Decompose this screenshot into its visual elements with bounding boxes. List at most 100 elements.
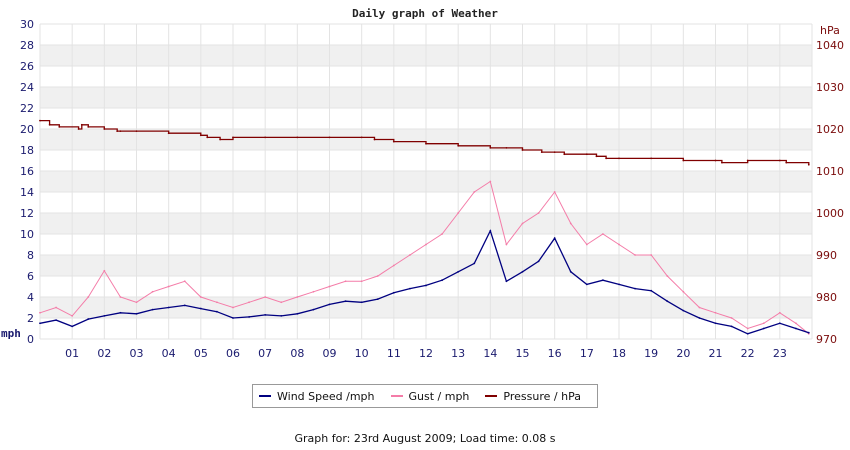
footer-text: Graph for: 23rd August 2009; Load time: … xyxy=(294,432,556,445)
data-point xyxy=(344,280,347,283)
data-point xyxy=(585,243,588,246)
data-point xyxy=(360,136,363,139)
legend-item-wind: Wind Speed /mph xyxy=(259,390,375,403)
x-tick-label: 06 xyxy=(226,347,240,360)
data-point xyxy=(618,243,620,246)
data-point xyxy=(698,317,701,319)
data-point xyxy=(585,283,588,286)
left-tick-label: 10 xyxy=(20,228,34,241)
data-point xyxy=(425,142,427,145)
data-point xyxy=(328,285,331,288)
x-tick-label: 17 xyxy=(580,347,594,360)
data-point xyxy=(328,136,331,139)
data-point xyxy=(473,262,476,265)
left-axis-unit: mph xyxy=(1,327,21,340)
data-point xyxy=(569,222,572,225)
left-tick-label: 28 xyxy=(20,39,34,52)
legend: Wind Speed /mph Gust / mph Pressure / hP… xyxy=(252,384,598,408)
series-pressure xyxy=(39,119,810,166)
vertical-gridlines xyxy=(39,24,813,339)
data-point xyxy=(682,290,685,293)
data-point xyxy=(280,301,283,304)
right-tick-label: 1010 xyxy=(816,165,844,178)
data-point xyxy=(248,301,250,304)
left-tick-label: 22 xyxy=(20,102,34,115)
x-tick-label: 14 xyxy=(483,347,497,360)
data-point xyxy=(807,331,810,334)
data-point xyxy=(183,304,186,307)
data-point xyxy=(730,325,733,328)
data-point xyxy=(312,290,315,293)
data-point xyxy=(39,322,41,325)
data-point xyxy=(216,310,218,313)
series-gust xyxy=(39,180,810,335)
data-point xyxy=(682,309,685,312)
data-point xyxy=(746,332,749,335)
data-point xyxy=(746,159,749,162)
x-tick-label: 11 xyxy=(387,347,401,360)
right-axis-unit: hPa xyxy=(820,24,840,37)
data-point xyxy=(618,157,620,160)
left-tick-label: 16 xyxy=(20,165,34,178)
data-point xyxy=(682,159,685,162)
data-point xyxy=(521,149,524,151)
data-point xyxy=(795,322,797,325)
data-point xyxy=(216,301,218,304)
right-tick-label: 1040 xyxy=(816,39,844,52)
x-tick-label: 21 xyxy=(709,347,723,360)
data-point xyxy=(167,285,170,288)
data-point xyxy=(151,308,154,311)
left-tick-label: 4 xyxy=(27,291,34,304)
x-tick-label: 10 xyxy=(355,347,369,360)
data-point xyxy=(618,283,620,286)
right-tick-label: 990 xyxy=(816,249,837,262)
data-point xyxy=(296,296,299,298)
data-point xyxy=(605,157,608,160)
data-point xyxy=(119,130,122,133)
series-wind-speed xyxy=(39,229,810,335)
x-tick-label: 03 xyxy=(130,347,144,360)
data-point xyxy=(698,306,701,309)
data-point xyxy=(569,270,572,273)
x-tick-label: 07 xyxy=(258,347,272,360)
data-point xyxy=(409,287,411,290)
data-point xyxy=(232,306,234,309)
data-point xyxy=(778,159,781,162)
data-point xyxy=(264,136,267,139)
x-tick-label: 23 xyxy=(773,347,787,360)
data-point xyxy=(473,191,476,193)
data-point xyxy=(80,123,83,126)
data-point xyxy=(199,134,202,137)
left-tick-label: 2 xyxy=(27,312,34,325)
data-point xyxy=(135,312,138,315)
data-point xyxy=(553,151,556,154)
data-point xyxy=(151,290,154,293)
data-point xyxy=(296,136,299,139)
legend-label-gust: Gust / mph xyxy=(408,389,470,403)
data-point xyxy=(721,161,723,164)
data-point xyxy=(55,306,57,309)
data-point xyxy=(373,138,376,141)
data-point xyxy=(360,280,363,283)
data-point xyxy=(264,296,267,298)
data-point xyxy=(602,233,604,235)
data-point xyxy=(425,243,427,246)
left-tick-label: 12 xyxy=(20,207,34,220)
x-axis-ticks: 01 02 03 04 05 06 07 08 09 10 11 12 13 14 15 16 17 18 19 20… xyxy=(65,347,787,360)
data-point xyxy=(376,298,379,300)
data-point xyxy=(392,291,395,294)
x-tick-label: 15 xyxy=(516,347,530,360)
data-point xyxy=(183,280,186,283)
data-point xyxy=(505,280,508,283)
data-point xyxy=(457,212,460,214)
data-point xyxy=(206,136,209,139)
data-point xyxy=(135,130,138,133)
data-point xyxy=(807,163,810,166)
data-point xyxy=(135,301,138,304)
data-point xyxy=(87,296,90,298)
x-tick-label: 09 xyxy=(323,347,337,360)
data-point xyxy=(563,153,566,156)
data-point xyxy=(87,318,90,320)
data-point xyxy=(77,128,80,130)
